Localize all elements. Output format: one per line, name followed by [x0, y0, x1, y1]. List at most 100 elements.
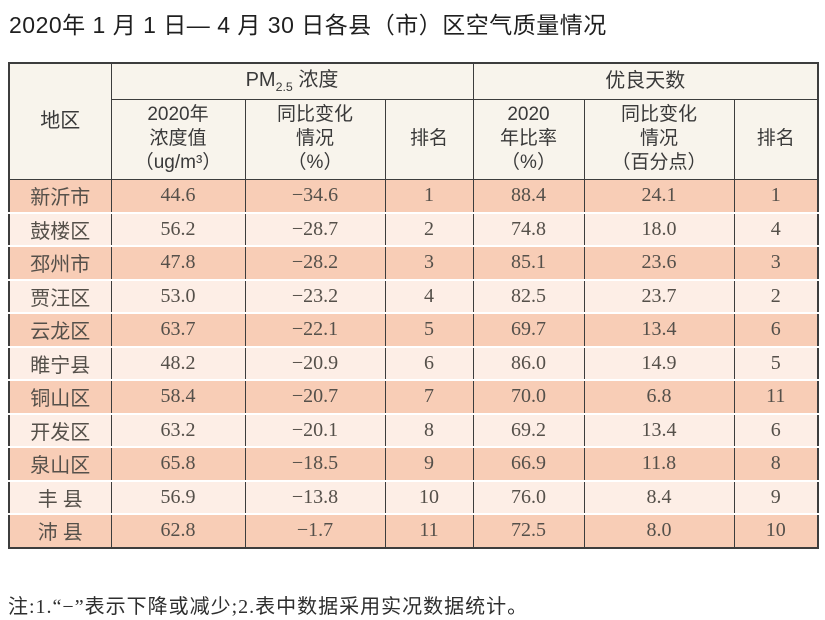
value-cell: 74.8 [472, 212, 585, 247]
region-cell: 丰 县 [8, 480, 112, 515]
value-cell: 69.2 [472, 413, 585, 448]
region-cell: 鼓楼区 [8, 212, 112, 247]
air-quality-table: 地区 PM2.5 浓度 优良天数 2020年 浓度值 （ug/m³） 同比变化 … [8, 62, 820, 549]
page-title: 2020年 1 月 1 日— 4 月 30 日各县（市）区空气质量情况 [9, 12, 607, 38]
pm25-label-subscript: 2.5 [275, 79, 293, 94]
value-cell: 4 [384, 279, 474, 314]
value-cell: 82.5 [472, 279, 585, 314]
value-cell: 13.4 [583, 413, 735, 448]
header-yoy-change-days: 同比变化 情况 （百分点） [583, 98, 735, 180]
value-cell: 86.0 [472, 346, 585, 381]
header-rank-pm25: 排名 [384, 98, 474, 180]
value-cell: 8.0 [583, 514, 735, 548]
value-cell: 6 [733, 413, 819, 448]
value-cell: 70.0 [472, 380, 585, 415]
table-header: 地区 PM2.5 浓度 优良天数 2020年 浓度值 （ug/m³） 同比变化 … [8, 62, 819, 180]
value-cell: 9 [384, 447, 474, 482]
header-yoy-change-pm25: 同比变化 情况 （%） [244, 98, 386, 180]
value-cell: −23.2 [244, 279, 386, 314]
pm25-label-prefix: PM [245, 68, 276, 91]
value-cell: 63.2 [110, 413, 246, 448]
value-cell: 7 [384, 380, 474, 415]
value-cell: 8.4 [583, 480, 735, 515]
value-cell: 11.8 [583, 447, 735, 482]
header-group-row: 地区 PM2.5 浓度 优良天数 [8, 62, 819, 180]
value-cell: 65.8 [110, 447, 246, 482]
value-cell: 58.4 [110, 380, 246, 415]
value-cell: 5 [384, 313, 474, 348]
table-row: 云龙区 63.7 −22.1 5 69.7 13.4 6 [8, 313, 819, 348]
header-concentration-2020: 2020年 浓度值 （ug/m³） [110, 98, 246, 180]
region-cell: 邳州市 [8, 246, 112, 281]
value-cell: 88.4 [472, 179, 585, 214]
value-cell: 48.2 [110, 346, 246, 381]
value-cell: 6 [733, 313, 819, 348]
value-cell: 62.8 [110, 514, 246, 548]
value-cell: 69.7 [472, 313, 585, 348]
value-cell: 4 [733, 212, 819, 247]
header-ratio-2020: 2020 年比率 （%） [472, 98, 585, 180]
value-cell: 44.6 [110, 179, 246, 214]
value-cell: 10 [733, 514, 819, 548]
region-cell: 泉山区 [8, 447, 112, 482]
header-group-good-days: 优良天数 [472, 62, 819, 100]
value-cell: 66.9 [472, 447, 585, 482]
value-cell: 47.8 [110, 246, 246, 281]
table-row: 沛 县 62.8 −1.7 11 72.5 8.0 10 [8, 514, 819, 548]
header-rank-days: 排名 [733, 98, 819, 180]
value-cell: 1 [733, 179, 819, 214]
value-cell: 1 [384, 179, 474, 214]
table-body: 新沂市 44.6 −34.6 1 88.4 24.1 1 鼓楼区 56.2 −28.7 2 74.8 1… [8, 179, 819, 548]
value-cell: −22.1 [244, 313, 386, 348]
table-row: 新沂市 44.6 −34.6 1 88.4 24.1 1 [8, 179, 819, 214]
value-cell: 2 [733, 279, 819, 314]
table-row: 开发区 63.2 −20.1 8 69.2 13.4 6 [8, 413, 819, 448]
value-cell: 3 [384, 246, 474, 281]
region-cell: 睢宁县 [8, 346, 112, 381]
value-cell: 76.0 [472, 480, 585, 515]
value-cell: −18.5 [244, 447, 386, 482]
value-cell: 23.6 [583, 246, 735, 281]
value-cell: 53.0 [110, 279, 246, 314]
region-cell: 新沂市 [8, 179, 112, 214]
table-row: 贾汪区 53.0 −23.2 4 82.5 23.7 2 [8, 279, 819, 314]
value-cell: 63.7 [110, 313, 246, 348]
table-row: 丰 县 56.9 −13.8 10 76.0 8.4 9 [8, 480, 819, 515]
table-row: 鼓楼区 56.2 −28.7 2 74.8 18.0 4 [8, 212, 819, 247]
value-cell: −34.6 [244, 179, 386, 214]
value-cell: 56.2 [110, 212, 246, 247]
value-cell: 85.1 [472, 246, 585, 281]
value-cell: −20.9 [244, 346, 386, 381]
value-cell: 8 [384, 413, 474, 448]
value-cell: 11 [384, 514, 474, 548]
region-cell: 云龙区 [8, 313, 112, 348]
value-cell: 56.9 [110, 480, 246, 515]
value-cell: 14.9 [583, 346, 735, 381]
table-row: 睢宁县 48.2 −20.9 6 86.0 14.9 5 [8, 346, 819, 381]
value-cell: 5 [733, 346, 819, 381]
value-cell: 9 [733, 480, 819, 515]
value-cell: −1.7 [244, 514, 386, 548]
table-row: 铜山区 58.4 −20.7 7 70.0 6.8 11 [8, 380, 819, 415]
value-cell: 8 [733, 447, 819, 482]
table-row: 泉山区 65.8 −18.5 9 66.9 11.8 8 [8, 447, 819, 482]
value-cell: −28.2 [244, 246, 386, 281]
region-cell: 铜山区 [8, 380, 112, 415]
value-cell: 6.8 [583, 380, 735, 415]
value-cell: 6 [384, 346, 474, 381]
region-cell: 沛 县 [8, 514, 112, 548]
value-cell: 24.1 [583, 179, 735, 214]
header-region: 地区 [8, 62, 112, 180]
header-sub-row: 2020年 浓度值 （ug/m³） 同比变化 情况 （%） 排名 2020 年比… [9, 98, 819, 180]
value-cell: 23.7 [583, 279, 735, 314]
value-cell: 10 [384, 480, 474, 515]
region-cell: 开发区 [8, 413, 112, 448]
value-cell: 2 [384, 212, 474, 247]
value-cell: −20.1 [244, 413, 386, 448]
value-cell: −28.7 [244, 212, 386, 247]
header-group-pm25: PM2.5 浓度 [110, 62, 474, 100]
value-cell: 3 [733, 246, 819, 281]
pm25-label-suffix: 浓度 [292, 68, 339, 91]
value-cell: −20.7 [244, 380, 386, 415]
